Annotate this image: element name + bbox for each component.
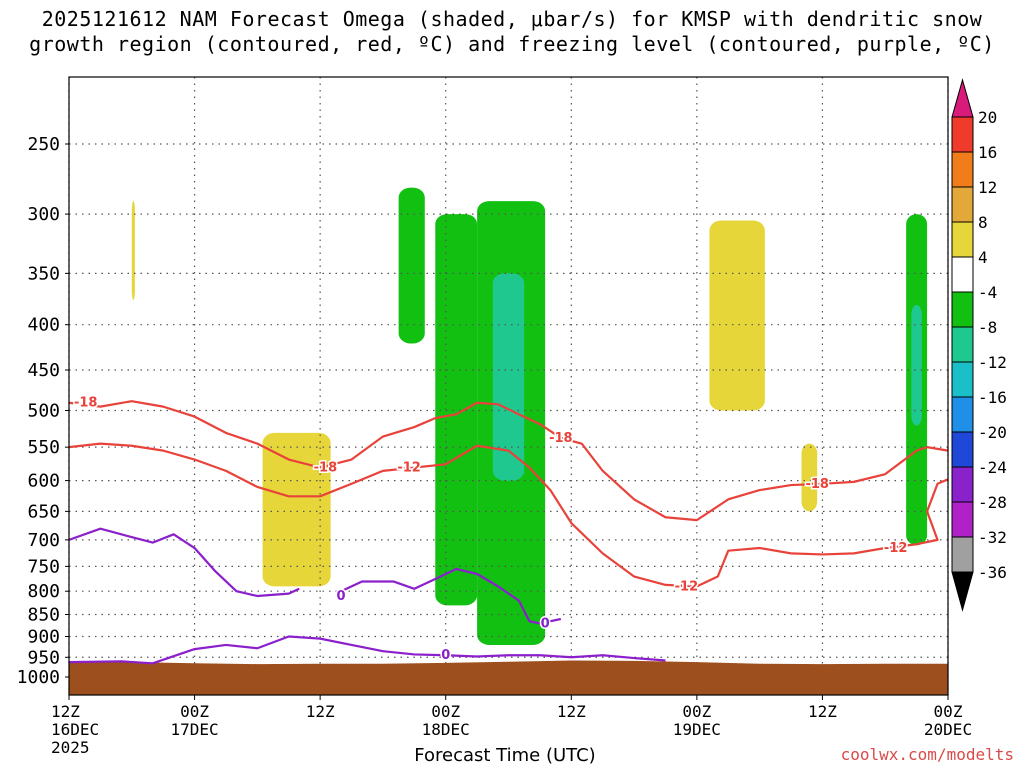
x-tick-label: 16DEC — [51, 720, 99, 739]
x-tick-label: 12Z — [306, 702, 335, 721]
contour-label: -18 — [74, 396, 98, 411]
contour-label: 0 — [337, 589, 346, 604]
y-tick-label: 600 — [27, 471, 60, 492]
contour-label: -18 — [805, 477, 829, 492]
x-tick-label: 18DEC — [422, 720, 470, 739]
y-tick-label: 500 — [27, 401, 60, 422]
y-tick-label: 450 — [27, 360, 60, 381]
colorbar-top-triangle — [951, 78, 974, 118]
contour-label: -18 — [314, 461, 338, 476]
chart-title-line-1: 2025121612 NAM Forecast Omega (shaded, μ… — [41, 7, 983, 31]
x-tick-label: 00Z — [180, 702, 209, 721]
omega-region — [398, 187, 425, 344]
x-tick-label: 12Z — [808, 702, 837, 721]
x-tick-label: 12Z — [557, 702, 586, 721]
contour-label: -18 — [549, 431, 573, 446]
colorbar-bin — [951, 431, 974, 468]
omega-region — [492, 273, 525, 481]
colorbar-label: -36 — [978, 563, 1007, 582]
colorbar-bin — [951, 221, 974, 258]
colorbar-bin — [951, 466, 974, 503]
x-tick-label: 00Z — [431, 702, 460, 721]
colorbar-label: 20 — [978, 108, 997, 127]
contour-label: -12 — [397, 461, 421, 476]
colorbar-bin — [951, 256, 974, 293]
y-tick-label: 400 — [27, 315, 60, 336]
x-tick-label: 17DEC — [170, 720, 218, 739]
x-tick-label: 20DEC — [924, 720, 972, 739]
colorbar-label: -4 — [978, 283, 997, 302]
colorbar-bin — [951, 291, 974, 328]
colorbar-label: -28 — [978, 493, 1007, 512]
omega-region — [801, 443, 818, 512]
omega-region — [131, 201, 135, 300]
colorbar-bin — [951, 326, 974, 363]
omega-region — [435, 214, 478, 606]
contour-line — [340, 567, 562, 625]
x-tick-label: 00Z — [682, 702, 711, 721]
colorbar-label: -12 — [978, 353, 1007, 372]
colorbar-label: 12 — [978, 178, 997, 197]
colorbar-bin — [951, 116, 974, 153]
y-tick-label: 650 — [27, 501, 60, 522]
contour-line — [68, 400, 949, 522]
omega-region — [262, 432, 331, 587]
contour-line — [68, 442, 949, 588]
colorbar-label: -32 — [978, 528, 1007, 547]
omega-region — [709, 220, 765, 411]
y-tick-label: 300 — [27, 204, 60, 225]
x-axis-title: Forecast Time (UTC) — [414, 745, 596, 766]
y-tick-label: 850 — [27, 605, 60, 626]
contour-line — [68, 527, 300, 598]
chart-title-line-2: growth region (contoured, red, ºC) and f… — [29, 32, 995, 56]
contour-label: 0 — [441, 648, 450, 663]
colorbar-bin — [951, 396, 974, 433]
omega-region — [911, 304, 922, 426]
colorbar-label: -20 — [978, 423, 1007, 442]
contour-label: -12 — [884, 541, 908, 556]
colorbar-label: -24 — [978, 458, 1007, 477]
colorbar-bottom-triangle — [951, 571, 974, 612]
y-tick-label: 750 — [27, 556, 60, 577]
y-tick-label: 950 — [27, 647, 60, 668]
ground-terrain — [69, 660, 948, 695]
contour-label: -12 — [675, 579, 699, 594]
colorbar-bin — [951, 186, 974, 223]
y-tick-label: 1000 — [17, 667, 60, 688]
x-tick-label: 12Z — [51, 702, 80, 721]
colorbar-label: -16 — [978, 388, 1007, 407]
colorbar-label: 16 — [978, 143, 997, 162]
plot-frame — [68, 76, 949, 696]
y-tick-label: 700 — [27, 530, 60, 551]
contour-line — [68, 635, 666, 665]
contour-label: 0 — [541, 616, 550, 631]
x-tick-label: 19DEC — [673, 720, 721, 739]
y-tick-label: 250 — [27, 134, 60, 155]
colorbar-bin — [951, 536, 974, 573]
y-tick-label: 800 — [27, 581, 60, 602]
y-tick-label: 350 — [27, 263, 60, 284]
colorbar-label: -8 — [978, 318, 997, 337]
colorbar-label: 8 — [978, 213, 988, 232]
x-tick-label: 2025 — [51, 738, 90, 757]
y-tick-label: 550 — [27, 437, 60, 458]
colorbar-bin — [951, 501, 974, 538]
x-tick-label: 00Z — [934, 702, 963, 721]
colorbar-bin — [951, 361, 974, 398]
y-tick-label: 900 — [27, 626, 60, 647]
source-credit[interactable]: coolwx.com/modelts — [840, 745, 1014, 764]
colorbar-label: 4 — [978, 248, 988, 267]
colorbar-bin — [951, 151, 974, 188]
